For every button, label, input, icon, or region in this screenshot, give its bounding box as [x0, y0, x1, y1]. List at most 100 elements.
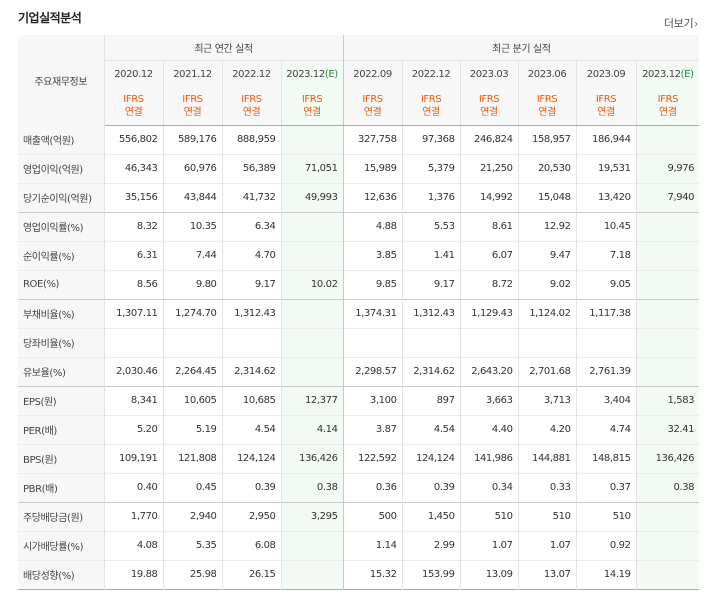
- annual-value: [163, 328, 223, 357]
- quarterly-value: 1.14: [343, 531, 403, 560]
- ifrs-label: IFRS: [301, 94, 323, 105]
- quarterly-value: 144,881: [518, 444, 577, 473]
- quarterly-value: 15,048: [518, 183, 577, 212]
- row-label: ROE(%): [18, 270, 105, 299]
- quarterly-value: 500: [343, 502, 403, 531]
- quarterly-value: 148,815: [576, 444, 637, 473]
- quarterly-value: 2,643.20: [460, 357, 519, 386]
- annual-value: 12,377: [281, 386, 344, 415]
- annual-value: 10.35: [163, 212, 223, 241]
- consolidated-label: 연결: [480, 107, 498, 118]
- annual-value: 43,844: [163, 183, 223, 212]
- period-annual-2: 2022.12: [222, 60, 282, 88]
- quarterly-value: 0.34: [460, 473, 519, 502]
- ifrs-label: IFRS: [657, 94, 679, 105]
- quarterly-value: 8.72: [460, 270, 519, 299]
- annual-value: 556,802: [104, 125, 164, 154]
- quarterly-value: 3,404: [576, 386, 637, 415]
- annual-value: 49,993: [281, 183, 344, 212]
- table-row: 순이익률(%) 6.31 7.44 4.70 3.85 1.41 6.07 9.47 7.18: [18, 241, 700, 270]
- quarterly-value: [636, 241, 700, 270]
- annual-value: 10,685: [222, 386, 282, 415]
- annual-value: 41,732: [222, 183, 282, 212]
- table-row: 부채비율(%) 1,307.11 1,274.70 1,312.43 1,374.31 1…: [18, 299, 700, 328]
- quarterly-value: 1.07: [518, 531, 577, 560]
- ifrs-cell: IFRS 연결: [460, 87, 519, 126]
- table-row: 유보율(%) 2,030.46 2,264.45 2,314.62 2,298.57 2,…: [18, 357, 700, 386]
- row-label: 순이익률(%): [18, 241, 105, 270]
- annual-value: [281, 560, 344, 589]
- quarterly-value: 7,940: [636, 183, 700, 212]
- quarterly-value: 2,701.68: [518, 357, 577, 386]
- group-quarterly-header: 최근 분기 실적: [343, 35, 700, 60]
- annual-value: 2,030.46: [104, 357, 164, 386]
- quarterly-value: 897: [402, 386, 461, 415]
- quarterly-value: 1,583: [636, 386, 700, 415]
- quarterly-value: 510: [576, 502, 637, 531]
- row-label: 영업이익(억원): [18, 154, 105, 183]
- period-quarterly-2: 2023.03: [460, 60, 519, 88]
- table-row: 주당배당금(원) 1,770 2,940 2,950 3,295 500 1,450 510 5…: [18, 502, 700, 531]
- row-label: BPS(원): [18, 444, 105, 473]
- row-label: 부채비율(%): [18, 299, 105, 328]
- row-label: 시가배당률(%): [18, 531, 105, 560]
- annual-value: 6.08: [222, 531, 282, 560]
- quarterly-value: 14.19: [576, 560, 637, 589]
- annual-value: 1,312.43: [222, 299, 282, 328]
- period-annual-0: 2020.12: [104, 60, 164, 88]
- annual-value: 0.45: [163, 473, 223, 502]
- quarterly-value: 9.17: [402, 270, 461, 299]
- row-header-label: 주요재무정보: [18, 35, 105, 125]
- annual-value: 1,274.70: [163, 299, 223, 328]
- estimate-mark: (E): [324, 68, 338, 80]
- period-quarterly-0: 2022.09: [343, 60, 403, 88]
- more-link-label: 더보기: [663, 17, 694, 30]
- quarterly-value: 327,758: [343, 125, 403, 154]
- period-quarterly-1: 2022.12: [402, 60, 461, 88]
- annual-value: 5.19: [163, 415, 223, 444]
- ifrs-label: IFRS: [478, 94, 500, 105]
- row-label: 유보율(%): [18, 357, 105, 386]
- consolidated-label: 연결: [597, 107, 615, 118]
- annual-value: 8,341: [104, 386, 164, 415]
- more-link[interactable]: 더보기›: [664, 15, 698, 31]
- annual-value: 124,124: [222, 444, 282, 473]
- quarterly-value: 9.47: [518, 241, 577, 270]
- quarterly-value: 3.85: [343, 241, 403, 270]
- annual-value: 109,191: [104, 444, 164, 473]
- annual-value: [281, 299, 344, 328]
- annual-value: 888,959: [222, 125, 282, 154]
- quarterly-value: 0.38: [636, 473, 700, 502]
- quarterly-value: 0.37: [576, 473, 637, 502]
- quarterly-value: 124,124: [402, 444, 461, 473]
- quarterly-value: 0.33: [518, 473, 577, 502]
- quarterly-value: 7.18: [576, 241, 637, 270]
- table-row: BPS(원) 109,191 121,808 124,124 136,426 122,59…: [18, 444, 700, 473]
- quarterly-value: [518, 328, 577, 357]
- row-label: 당기순이익(억원): [18, 183, 105, 212]
- table-row: 당기순이익(억원) 35,156 43,844 41,732 49,993 12,636 1…: [18, 183, 700, 212]
- row-label: 당좌비율(%): [18, 328, 105, 357]
- annual-value: 60,976: [163, 154, 223, 183]
- quarterly-value: 158,957: [518, 125, 577, 154]
- quarterly-value: 1.07: [460, 531, 519, 560]
- quarterly-value: 2,314.62: [402, 357, 461, 386]
- period-label: 2020.12: [114, 68, 153, 80]
- quarterly-value: 1,312.43: [402, 299, 461, 328]
- annual-value: 0.38: [281, 473, 344, 502]
- table-row: 영업이익(억원) 46,343 60,976 56,389 71,051 15,989 5,…: [18, 154, 700, 183]
- period-quarterly-4: 2023.09: [576, 60, 637, 88]
- annual-value: 121,808: [163, 444, 223, 473]
- row-label: 주당배당금(원): [18, 502, 105, 531]
- annual-value: 2,264.45: [163, 357, 223, 386]
- quarterly-value: 510: [460, 502, 519, 531]
- annual-value: 9.17: [222, 270, 282, 299]
- quarterly-value: 9.02: [518, 270, 577, 299]
- quarterly-value: 10.45: [576, 212, 637, 241]
- ifrs-cell: IFRS 연결: [104, 87, 164, 126]
- quarterly-value: 5,379: [402, 154, 461, 183]
- quarterly-value: 19,531: [576, 154, 637, 183]
- quarterly-value: [402, 328, 461, 357]
- period-label: 2021.12: [173, 68, 212, 80]
- quarterly-value: 9,976: [636, 154, 700, 183]
